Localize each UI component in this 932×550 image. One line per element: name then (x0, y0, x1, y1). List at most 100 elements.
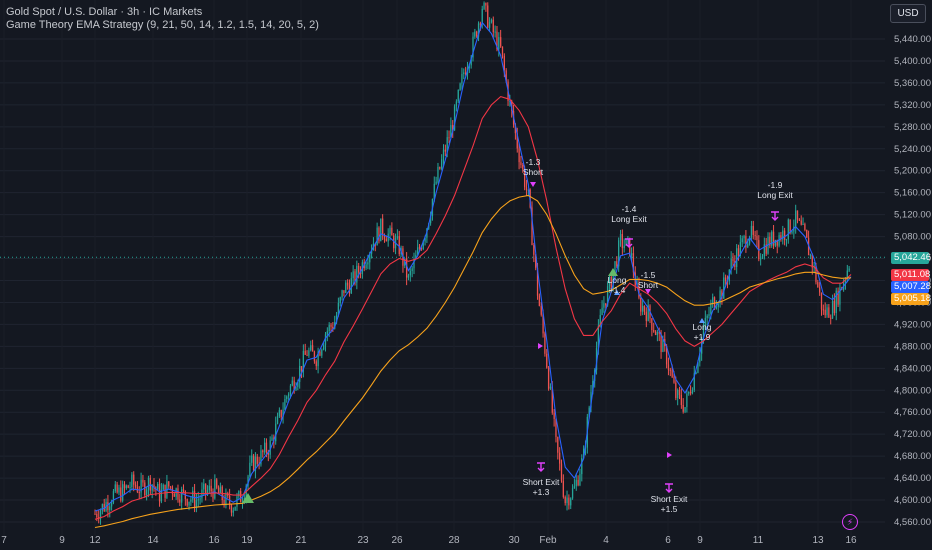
candle-body (319, 351, 321, 356)
candle-body (315, 361, 317, 367)
currency-button[interactable]: USD (890, 4, 926, 23)
y-tick-label: 4,880.00 (894, 341, 931, 352)
candle-body (439, 167, 441, 169)
candle-body (570, 498, 572, 506)
candle-body (520, 162, 522, 165)
candle-body (282, 409, 284, 418)
candle-body (474, 31, 476, 37)
candle-body (341, 290, 343, 298)
candle-body (795, 210, 797, 227)
candle-body (618, 240, 620, 267)
candle-body (610, 276, 612, 289)
y-tick-label: 5,080.00 (894, 232, 931, 243)
candle-body (776, 239, 778, 246)
candle-body (592, 380, 594, 392)
candle-body (389, 227, 391, 234)
candle-body (437, 167, 439, 182)
y-tick-label: 4,600.00 (894, 495, 931, 506)
candle-body (138, 492, 140, 494)
x-tick-label: Feb (539, 535, 557, 546)
candle-body (376, 227, 378, 246)
candle-body (846, 270, 848, 280)
signal-label: +1.4 (609, 285, 626, 295)
candle-body (568, 497, 570, 506)
candle-body (723, 277, 725, 299)
candle-body (354, 271, 356, 283)
candle-body (581, 458, 583, 475)
candle-body (225, 493, 227, 506)
ema-line-ema21 (94, 95, 852, 520)
candle-body (577, 479, 579, 486)
candle-body (164, 484, 166, 498)
candle-body (203, 483, 205, 490)
chart-title: Gold Spot / U.S. Dollar · 3h · IC Market… (6, 6, 203, 18)
long-entry-triangle (242, 493, 254, 503)
candle-body (673, 377, 675, 383)
candle-body (120, 487, 122, 501)
candle-body (844, 279, 847, 283)
candle-body (442, 149, 445, 160)
candle-body (481, 8, 483, 24)
candle-body (151, 484, 153, 491)
candle-body (693, 373, 695, 390)
indicator-label[interactable]: Game Theory EMA Strategy (9, 21, 50, 14,… (6, 19, 319, 31)
candle-body (407, 275, 410, 278)
candle-body (308, 350, 310, 356)
candle-body (464, 72, 467, 75)
candle-body (118, 487, 120, 493)
candle-body (675, 382, 677, 399)
signal-label: +1.5 (661, 504, 678, 514)
candle-body (741, 238, 743, 243)
candle-body (459, 83, 461, 90)
signal-label: Long Exit (757, 190, 793, 200)
candle-body (688, 391, 690, 394)
candle-body (828, 307, 830, 318)
short-marker-small (667, 452, 672, 458)
candle-body (651, 318, 653, 331)
candle-body (418, 247, 421, 249)
candle-body (817, 282, 819, 288)
x-tick-label: 13 (812, 535, 824, 546)
candle-body (122, 484, 124, 501)
candle-body (678, 389, 681, 395)
candle-body (538, 295, 541, 306)
candle-body (214, 479, 216, 499)
candle-body (575, 479, 577, 487)
candle-body (494, 31, 496, 33)
candle-body (179, 499, 181, 503)
candle-body (549, 386, 552, 389)
candle-body (684, 407, 686, 412)
candle-body (127, 485, 129, 488)
candle-body (573, 486, 576, 489)
price-tag-ema50: 5,005.18 (891, 293, 931, 305)
candle-body (715, 306, 718, 309)
candle-body (691, 389, 694, 394)
candle-body (665, 345, 668, 365)
candle-body (448, 137, 450, 139)
candle-body (544, 333, 546, 354)
candle-body (422, 241, 424, 250)
candle-body (560, 463, 563, 482)
candle-body (811, 254, 813, 268)
candle-body (783, 230, 786, 240)
x-tick-label: 4 (603, 535, 609, 546)
candle-body (706, 315, 708, 318)
candle-body (286, 396, 288, 399)
candle-body (247, 476, 249, 486)
candle-body (96, 513, 98, 518)
candle-body (500, 37, 502, 47)
candle-body (317, 351, 319, 367)
x-tick-label: 9 (697, 535, 703, 546)
candle-body (429, 216, 432, 224)
candle-body (116, 484, 118, 493)
y-tick-label: 4,840.00 (894, 363, 931, 374)
candle-body (819, 287, 821, 293)
candle-body (252, 455, 255, 471)
candle-body (293, 380, 295, 391)
candle-body (645, 311, 647, 321)
candle-body (190, 499, 192, 502)
lightning-icon[interactable]: ⚡ (842, 514, 858, 530)
candle-body (547, 367, 550, 389)
candle-body (643, 305, 646, 312)
